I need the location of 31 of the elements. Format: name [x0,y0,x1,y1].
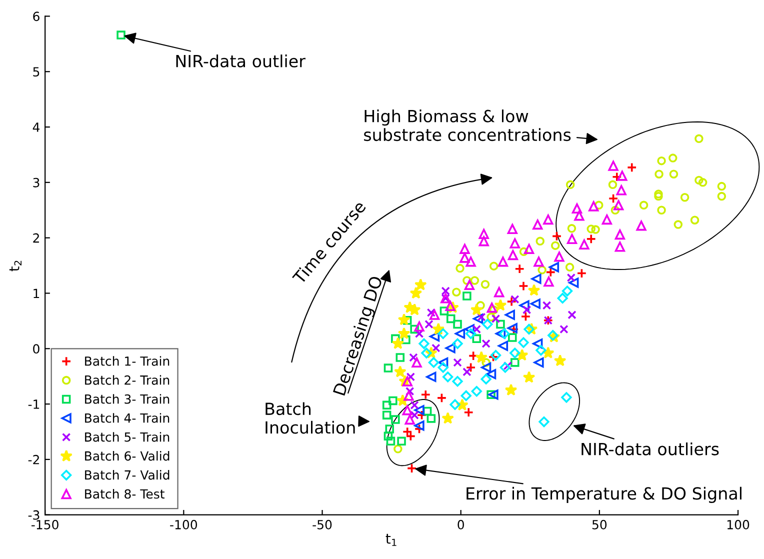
annotation: High Biomass & low substrate concentrations [364,110,571,142]
x-tick-label: 100 [727,520,750,530]
legend-label: Batch 5- Train [85,432,170,442]
legend-label: Batch 4- Train [85,413,170,423]
annotation: Batch Inoculation [266,402,355,434]
x-tick-label: 50 [592,520,607,530]
legend-label: Batch 2- Train [85,375,170,385]
y-tick-label: 3 [33,178,40,188]
y-tick-label: 0 [33,344,40,354]
legend-label: Batch 8- Test [85,488,164,499]
legend-label: Batch 6- Valid [85,451,170,461]
y-tick-label: 1 [34,288,40,298]
legend-label: Batch 7- Valid [85,470,170,480]
y-tick-label: -3 [28,510,40,520]
y-tick-label: 4 [32,122,40,132]
annotation: NIR-data outliers [582,442,719,456]
y-tick-label: 6 [33,12,40,22]
x-axis-title: t$_{1}$ [386,534,396,546]
y-axis-title: t$_{2}$ [9,260,22,272]
legend-label: Batch 1- Train [85,356,170,366]
annotation: NIR-data outlier [176,54,306,68]
annotation: Error in Temperature & DO Signal [466,486,742,503]
y-tick-label: -2 [28,454,39,464]
y-tick-label: -1 [28,400,40,409]
legend-label: Batch 3- Train [85,394,170,404]
x-tick-label: -150 [32,520,58,530]
x-tick-label: -50 [312,520,332,530]
y-tick-label: 5 [33,67,40,77]
y-tick-label: 2 [33,233,39,243]
x-tick-label: 0 [458,520,464,530]
x-tick-label: -100 [170,520,198,530]
